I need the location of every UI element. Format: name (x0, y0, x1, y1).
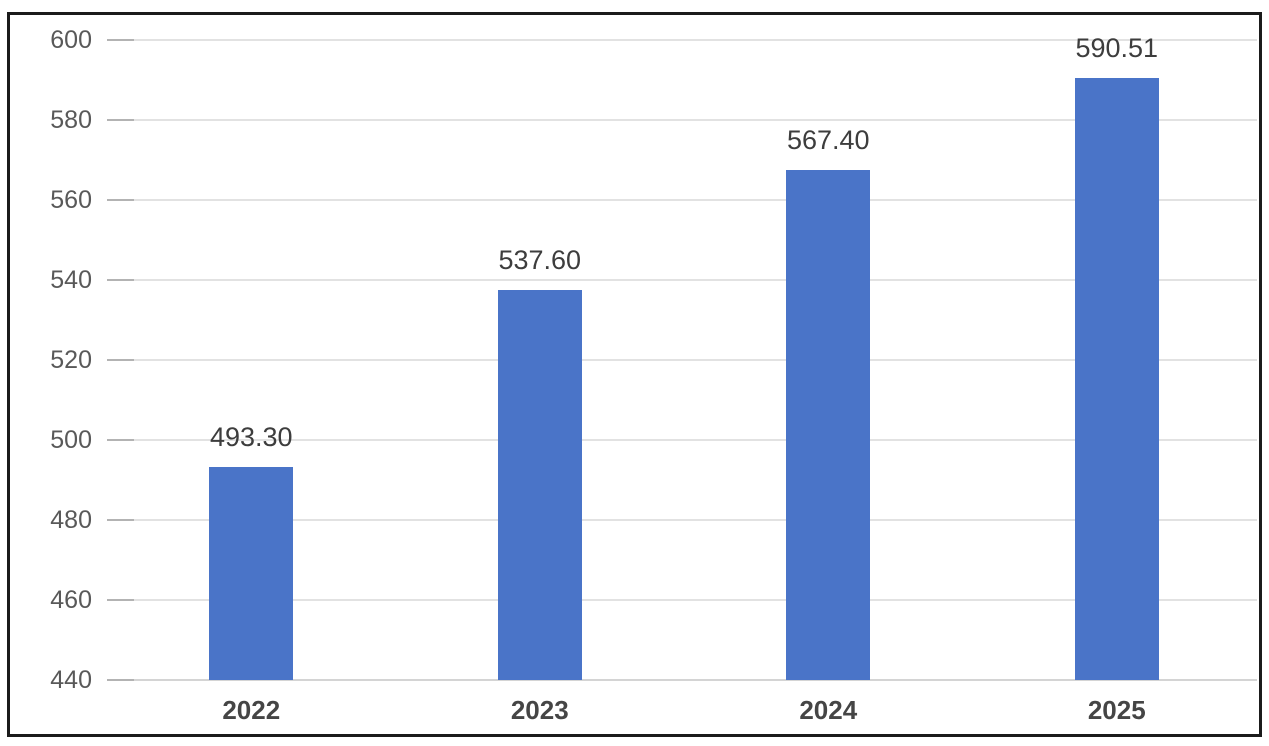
y-axis-tick (107, 199, 134, 201)
y-axis-tick (107, 119, 134, 121)
gridline (107, 199, 1257, 201)
bar-chart-plot-area: 600 580 560 540 520 500 480 460 440 493.30 2022 537… (10, 15, 1259, 734)
bar-2024 (786, 170, 871, 680)
y-axis-tick-label: 500 (50, 426, 92, 454)
gridline (107, 679, 1257, 681)
bar-2023 (497, 289, 582, 680)
y-axis-tick-label: 460 (50, 586, 92, 614)
gridline (107, 439, 1257, 441)
x-axis-tick-label: 2023 (510, 695, 569, 725)
y-axis-tick-label: 480 (50, 506, 92, 534)
chart-frame: 600 580 560 540 520 500 480 460 440 493.30 2022 537… (7, 12, 1262, 737)
y-axis-tick-label: 440 (50, 666, 92, 694)
y-axis-tick-label: 540 (50, 266, 92, 294)
gridline (107, 519, 1257, 521)
bar-2022 (209, 466, 294, 680)
bar-2025 (1074, 77, 1159, 680)
y-axis-tick (107, 359, 134, 361)
bar-value-label: 537.60 (498, 244, 582, 275)
y-axis-tick-label: 520 (50, 346, 92, 374)
gridline (107, 599, 1257, 601)
y-axis-tick (107, 439, 134, 441)
y-axis-tick-label: 600 (50, 26, 92, 54)
y-axis-tick (107, 599, 134, 601)
gridline (107, 119, 1257, 121)
bar-value-label: 590.51 (1075, 32, 1159, 63)
bar-value-label: 567.40 (786, 125, 870, 156)
x-axis-tick-label: 2022 (222, 695, 281, 725)
y-axis-tick (107, 279, 134, 281)
y-axis-tick (107, 39, 134, 41)
x-axis-tick-label: 2025 (1087, 695, 1146, 725)
y-axis-tick (107, 679, 134, 681)
bar-value-label: 493.30 (209, 421, 293, 452)
y-axis-tick-label: 580 (50, 106, 92, 134)
gridline (107, 279, 1257, 281)
y-axis-tick-label: 560 (50, 186, 92, 214)
x-axis-tick-label: 2024 (799, 695, 858, 725)
gridline (107, 39, 1257, 41)
y-axis-tick (107, 519, 134, 521)
gridline (107, 359, 1257, 361)
